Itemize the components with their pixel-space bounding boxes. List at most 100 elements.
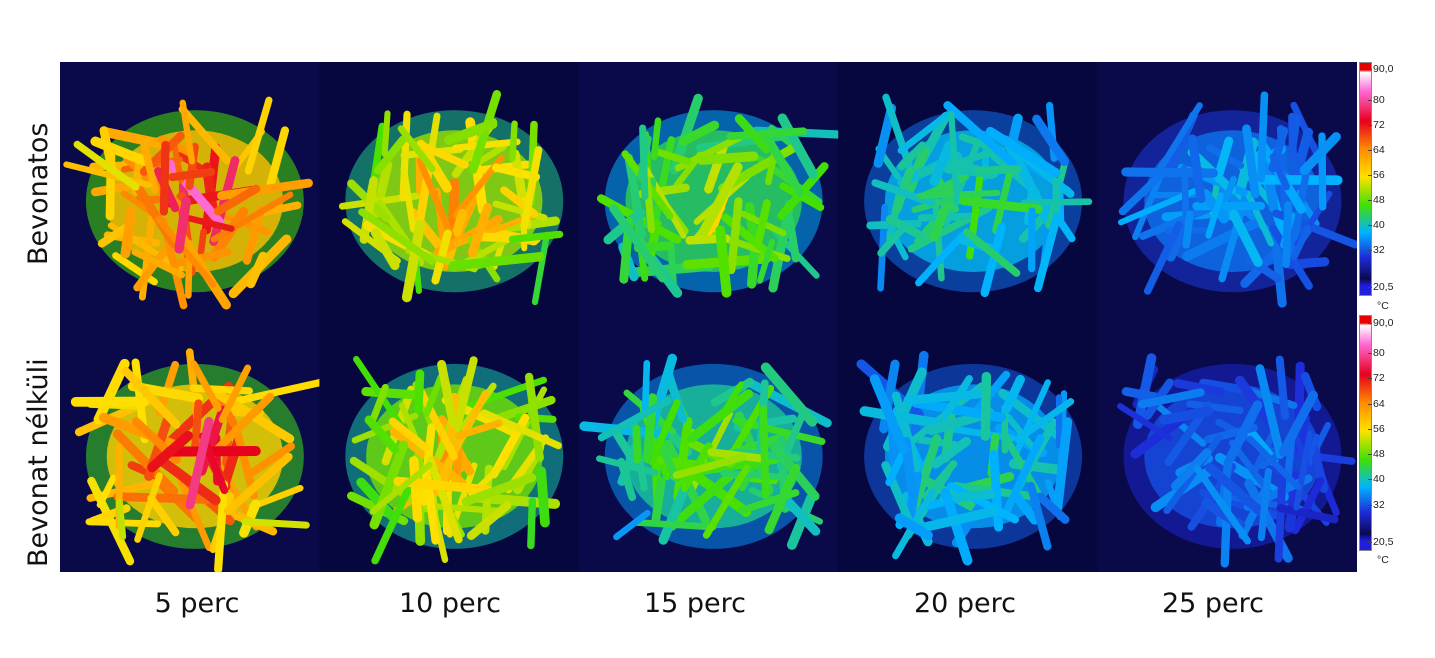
fry-strip (1220, 482, 1232, 568)
fry-strip (356, 477, 397, 521)
tick-label: 80 (1368, 94, 1385, 106)
fry-strip (1293, 430, 1313, 511)
fry-strip (90, 136, 150, 166)
time-label: 25 perc (1161, 588, 1265, 619)
tick-label: 56 (1368, 169, 1385, 181)
fry-strip (393, 476, 493, 495)
fry-strip (1278, 390, 1318, 457)
fry-strip (943, 101, 1019, 169)
fry-strip (985, 126, 1061, 178)
fry-strip (1291, 224, 1311, 261)
fry-strip (974, 165, 1022, 175)
fry-strip (155, 215, 217, 288)
fry-strip (903, 389, 983, 405)
fry-strip (232, 378, 326, 405)
fry-strip (715, 225, 732, 298)
fry-strip (466, 501, 512, 540)
fry-strip (897, 111, 951, 154)
fry-strip (381, 110, 391, 158)
fry-strip (409, 456, 423, 523)
tick-label: 32 (1368, 499, 1385, 511)
fry-strip (710, 377, 755, 407)
fry-strip (361, 387, 426, 400)
time-label: 5 perc (154, 588, 240, 619)
unit-label: °C (1377, 300, 1389, 312)
fry-strip (213, 184, 261, 216)
thermal-panel (1097, 315, 1357, 572)
fry-strip (1001, 434, 1045, 519)
fry-strip (633, 424, 642, 464)
tick-label: 40 (1368, 473, 1385, 485)
fry-strip (520, 146, 543, 230)
fry-strip (185, 417, 214, 510)
fry-strip (93, 358, 130, 425)
fry-strip (1226, 400, 1263, 462)
fry-strip (929, 140, 955, 187)
fry-strip (1193, 465, 1252, 545)
fry-strip (1274, 472, 1287, 563)
row-label-uncoated: Bevonat nélküli (23, 358, 54, 567)
thermal-panel (319, 315, 579, 572)
fry-strip (877, 222, 909, 257)
fry-strip (416, 157, 457, 245)
fry-strip (779, 492, 821, 536)
fry-strip (1173, 379, 1225, 396)
fry-strip (1275, 355, 1290, 420)
fry-strip (1276, 504, 1339, 524)
fry-strip (131, 248, 186, 279)
fry-strip (260, 201, 302, 217)
fry-strip (480, 409, 562, 450)
fry-strip (186, 215, 235, 232)
fry-strip (980, 222, 1006, 298)
tick-label: 64 (1368, 144, 1385, 156)
tick-label: 40 (1368, 219, 1385, 231)
thermal-panel (838, 315, 1098, 572)
fry-strip (609, 204, 667, 283)
fry-strip (720, 469, 786, 481)
fry-strip (217, 178, 313, 201)
fry-strip (1270, 229, 1287, 308)
fry-strip (1214, 136, 1234, 178)
fry-strip (179, 99, 196, 165)
fry-strip (763, 134, 805, 198)
fry-strip (358, 208, 436, 265)
fry-strip (413, 369, 425, 414)
fry-strip (962, 228, 1021, 277)
fry-strip (1229, 209, 1263, 268)
tick-label: 72 (1368, 372, 1385, 384)
fry-strip (1255, 364, 1285, 459)
fry-strip (102, 127, 171, 150)
fry-strip (121, 366, 181, 429)
fry-strip (509, 120, 518, 162)
time-label: 10 perc (398, 588, 502, 619)
fry-strip (1187, 134, 1206, 204)
thermal-panel (838, 62, 1098, 315)
fry-strip (1052, 417, 1073, 513)
fry-strip (447, 178, 460, 234)
fry-strip (639, 124, 649, 200)
fry-strip (461, 473, 537, 507)
fry-strip (764, 463, 801, 535)
fry-strip (869, 374, 909, 454)
fry-strip (717, 381, 745, 421)
fry-strip (524, 372, 544, 463)
fry-strip (1026, 481, 1052, 551)
fry-strip (1159, 406, 1213, 425)
fry-strip (940, 487, 973, 566)
fry-strip (1138, 204, 1213, 240)
fry-strip (871, 179, 936, 207)
fry-strip (891, 391, 921, 473)
fry-strip (702, 464, 751, 539)
fry-strip (734, 114, 771, 154)
fry-strip (371, 481, 414, 565)
fry-strip (632, 519, 717, 531)
fry-strip (1291, 476, 1325, 535)
fry-strip (1205, 462, 1267, 518)
fry-strip (112, 429, 179, 496)
fry-strip (174, 196, 191, 254)
fry-strip (452, 138, 521, 152)
fry-strip (147, 430, 194, 473)
color-scale-bar (1359, 315, 1372, 551)
fry-strip (370, 228, 400, 271)
fry-strip (694, 162, 743, 244)
